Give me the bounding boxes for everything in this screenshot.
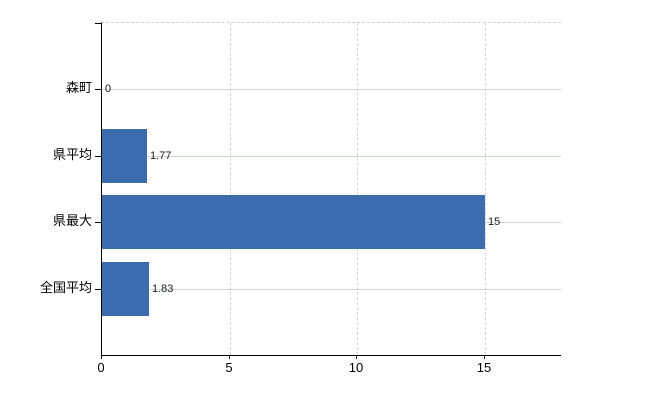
bar-全国平均[interactable]	[102, 262, 149, 316]
x-axis-tick	[484, 355, 485, 359]
vertical-gridline	[230, 23, 231, 355]
y-axis-tick	[95, 222, 101, 223]
value-label: 1.77	[150, 150, 172, 162]
x-axis-tick-label: 10	[348, 360, 364, 375]
category-label-県最大: 県最大	[52, 213, 92, 228]
x-axis-tick-label: 5	[225, 360, 233, 375]
horizontal-gridline	[102, 89, 561, 90]
y-axis-tick	[95, 289, 101, 290]
horizontal-gridline	[102, 289, 561, 290]
vertical-gridline	[485, 23, 486, 355]
plot-area: 0 1.77 15 1.83	[95, 22, 561, 356]
x-axis-tick	[356, 355, 357, 359]
y-axis-tick	[95, 156, 101, 157]
value-label: 0	[105, 83, 112, 95]
x-axis-tick-label: 0	[97, 360, 105, 375]
x-axis-tick	[229, 355, 230, 359]
vertical-gridline	[357, 23, 358, 355]
bar-県平均[interactable]	[102, 129, 147, 183]
y-axis-tick	[95, 89, 101, 90]
x-axis-tick-label: 15	[476, 360, 492, 375]
category-label-県平均: 県平均	[52, 147, 92, 162]
y-axis-end-tick	[95, 23, 101, 24]
value-label: 15	[488, 216, 501, 228]
horizontal-gridline	[102, 156, 561, 157]
value-label: 1.83	[152, 283, 174, 295]
category-label-全国平均: 全国平均	[39, 280, 92, 295]
category-label-森町: 森町	[65, 80, 92, 95]
x-axis-tick	[101, 355, 102, 359]
bar-県最大[interactable]	[102, 195, 485, 249]
